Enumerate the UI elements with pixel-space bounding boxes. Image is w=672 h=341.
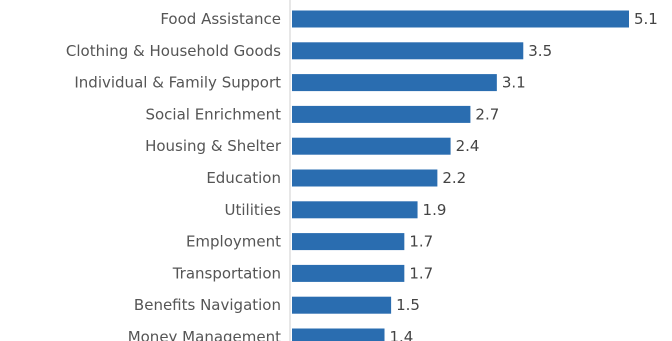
bar[interactable] [292, 233, 405, 251]
value-label: 2.7 [475, 105, 499, 123]
value-label: 2.4 [456, 137, 480, 155]
bar[interactable] [292, 74, 497, 92]
bar[interactable] [292, 169, 438, 187]
category-label: Benefits Navigation [134, 296, 281, 314]
value-label: 3.1 [502, 74, 526, 92]
category-label: Utilities [225, 201, 282, 219]
category-label: Education [206, 169, 281, 187]
bar[interactable] [292, 10, 629, 28]
category-label: Individual & Family Support [74, 74, 281, 92]
bar[interactable] [292, 105, 471, 123]
category-label: Employment [186, 233, 281, 251]
bar[interactable] [292, 42, 524, 60]
category-label: Clothing & Household Goods [66, 42, 281, 60]
bar[interactable] [292, 201, 418, 219]
bar[interactable] [292, 137, 451, 155]
category-label: Social Enrichment [145, 105, 281, 123]
category-label: Food Assistance [160, 10, 281, 28]
value-label: 3.5 [528, 42, 552, 60]
bar[interactable] [292, 296, 392, 314]
value-label: 1.4 [390, 328, 414, 341]
value-label: 1.7 [409, 233, 433, 251]
value-label: 5.1 [634, 10, 658, 28]
value-label: 2.2 [442, 169, 466, 187]
category-label: Money Management [128, 328, 281, 341]
category-label: Housing & Shelter [145, 137, 282, 155]
value-label: 1.7 [409, 264, 433, 282]
bar[interactable] [292, 328, 385, 341]
category-label: Transportation [172, 264, 281, 282]
bar[interactable] [292, 264, 405, 282]
value-label: 1.5 [396, 296, 420, 314]
value-label: 1.9 [423, 201, 447, 219]
